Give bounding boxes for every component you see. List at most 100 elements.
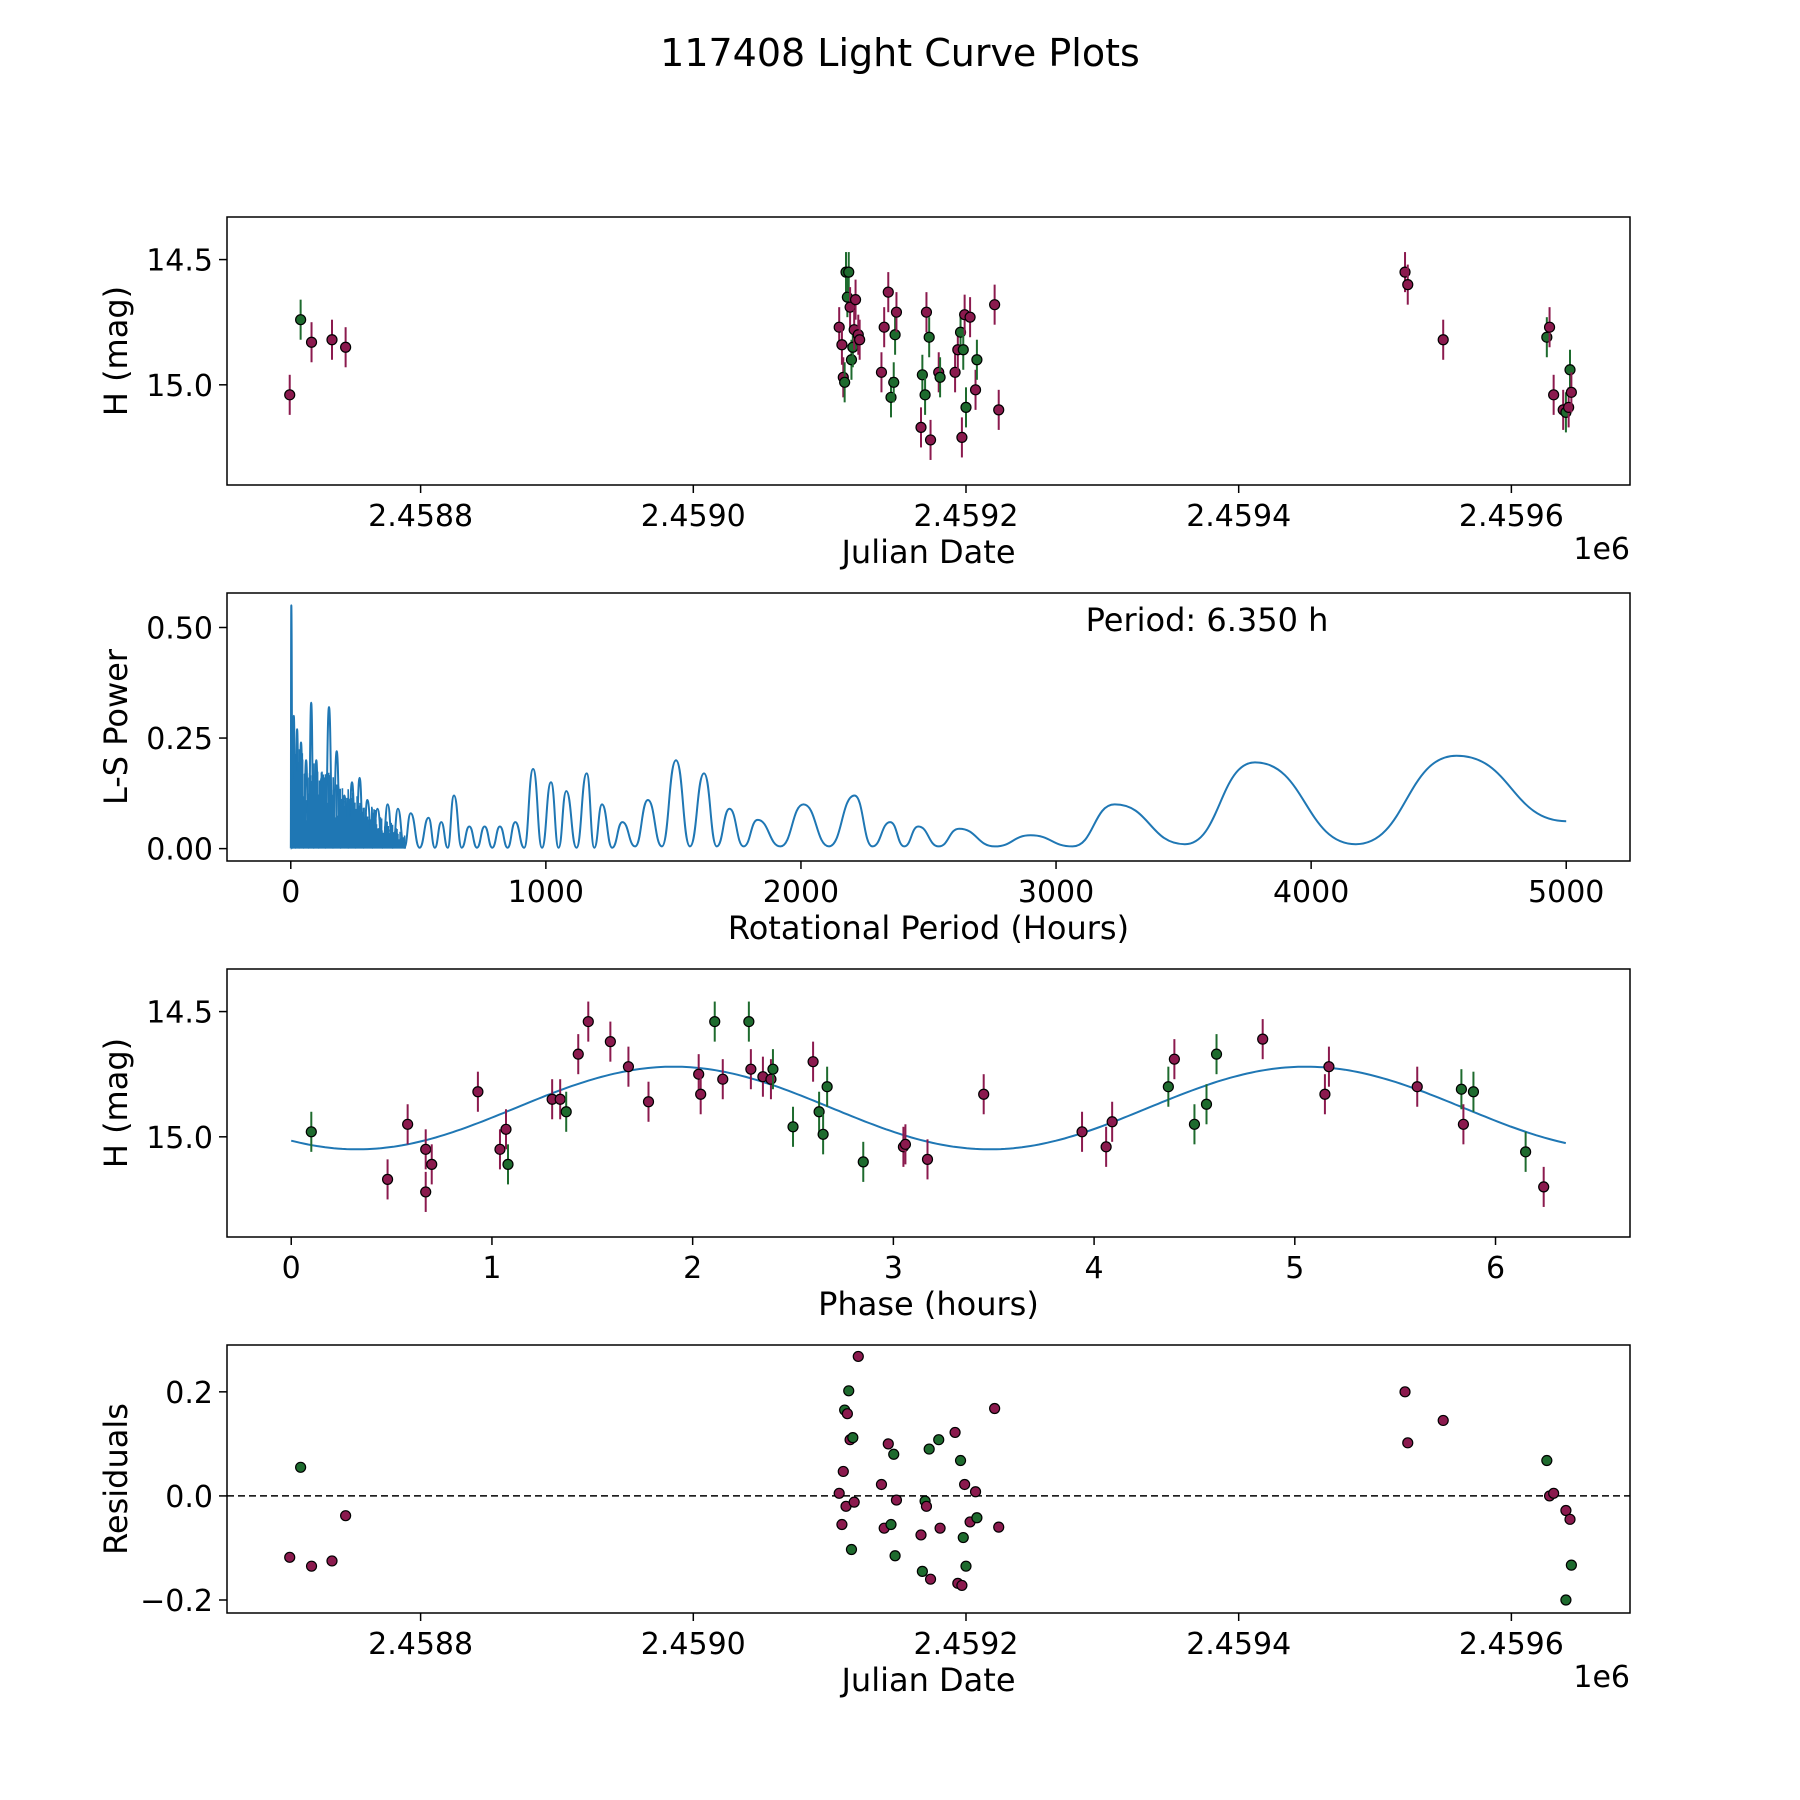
residuals-point	[1399, 1386, 1411, 1398]
phased-point	[693, 1068, 705, 1080]
residuals-point	[1564, 1513, 1576, 1525]
phased-point	[787, 1121, 799, 1133]
periodogram-xtick-label: 5000	[1528, 875, 1604, 910]
lightcurve-point	[971, 354, 983, 366]
residuals-point	[920, 1500, 933, 1512]
phased-xtick-label: 0	[282, 1251, 301, 1286]
residuals-point	[993, 1521, 1005, 1533]
residuals-ylabel: Residuals	[97, 1403, 135, 1555]
phased-xtick-label: 2	[683, 1251, 702, 1286]
periodogram-plot-area	[289, 604, 1567, 850]
phased-point	[1076, 1126, 1088, 1138]
residuals-point	[885, 1518, 897, 1531]
phased-xtick-label: 4	[1085, 1251, 1104, 1286]
lightcurve-point	[960, 401, 972, 413]
residuals-point	[1565, 1559, 1577, 1571]
phased-point	[1319, 1088, 1331, 1100]
phased-point	[745, 1063, 757, 1075]
residuals-point	[1560, 1594, 1572, 1606]
residuals-point	[843, 1385, 855, 1397]
lightcurve-ytick-label: 14.5	[146, 244, 213, 279]
lightcurve-point	[1548, 389, 1560, 401]
residuals-point	[284, 1551, 296, 1563]
lightcurve-point	[924, 434, 937, 446]
phased-point	[717, 1073, 729, 1085]
phased-point	[420, 1143, 432, 1155]
phased-point	[1162, 1081, 1174, 1093]
phased-point	[857, 1156, 869, 1168]
periodogram-ytick-label: 0.00	[146, 833, 213, 868]
lightcurve-point	[915, 421, 927, 433]
residuals-point	[959, 1478, 971, 1491]
lightcurve-point	[326, 334, 338, 346]
lightcurve-point	[920, 306, 933, 318]
figure-title: 117408 Light Curve Plots	[660, 31, 1140, 75]
phased-point	[572, 1048, 584, 1060]
phased-point	[1457, 1118, 1470, 1130]
residuals-plot-area	[227, 1350, 1630, 1606]
lightcurve-point	[923, 331, 935, 343]
phased-point	[695, 1088, 707, 1100]
periodogram-xtick-label: 2000	[763, 875, 839, 910]
residuals-xtick-label: 2.4596	[1459, 1627, 1564, 1662]
residuals-point	[960, 1560, 972, 1572]
phased-point	[1467, 1086, 1480, 1098]
phased-point	[622, 1061, 635, 1073]
lightcurve-point	[1564, 364, 1576, 376]
residuals-xlabel: Julian Date	[839, 1661, 1015, 1699]
residuals-point	[882, 1438, 894, 1450]
lightcurve-point	[839, 376, 851, 388]
panel-residuals: 2.4588 2.4590 2.4592 2.4594 2.4596 −0.2 0.0 0.2…	[97, 1344, 1631, 1699]
phased-point	[426, 1158, 438, 1170]
phased-point	[582, 1015, 594, 1028]
periodogram-xlabel: Rotational Period (Hours)	[728, 909, 1129, 947]
phased-xtick-label: 5	[1285, 1251, 1304, 1286]
periodogram-xtick-label: 4000	[1273, 875, 1349, 910]
phased-ylabel: H (mag)	[97, 1038, 135, 1168]
phased-xlabel: Phase (hours)	[818, 1285, 1039, 1323]
lightcurve-point	[845, 354, 858, 366]
residuals-point	[326, 1555, 338, 1567]
lightcurve-frame	[226, 216, 1631, 486]
phased-point	[817, 1128, 829, 1140]
residuals-point	[924, 1573, 937, 1585]
residuals-point	[916, 1565, 928, 1577]
lightcurve-ylabel: H (mag)	[97, 286, 135, 416]
residuals-point	[837, 1465, 849, 1478]
residuals-x-offset-label: 1e6	[1573, 1660, 1630, 1695]
residuals-point	[847, 1432, 859, 1444]
phased-point	[1188, 1118, 1201, 1130]
lightcurve-point	[949, 366, 961, 378]
residuals-frame	[226, 1344, 1631, 1614]
phased-ytick-label: 14.5	[146, 996, 213, 1031]
lightcurve-ytick-label: 15.0	[146, 369, 213, 404]
residuals-point	[969, 1486, 982, 1498]
phased-point	[1200, 1098, 1213, 1110]
residuals-point	[295, 1461, 307, 1473]
panel-lightcurve: 2.4588 2.4590 2.4592 2.4594 2.4596 14.5 15.0 Ju…	[97, 216, 1631, 571]
periodogram-xtick-label: 0	[281, 875, 300, 910]
lightcurve-point	[890, 306, 903, 318]
residuals-point	[933, 1434, 945, 1446]
lightcurve-xtick-label: 2.4596	[1459, 499, 1564, 534]
residuals-point	[1437, 1414, 1449, 1427]
lightcurve-xtick-label: 2.4594	[1186, 499, 1291, 534]
periodogram-ylabel: L-S Power	[97, 648, 135, 805]
residuals-point	[923, 1443, 935, 1455]
phased-point	[560, 1106, 572, 1118]
phased-xtick-label: 3	[884, 1251, 903, 1286]
periodogram-xtick-label: 3000	[1018, 875, 1094, 910]
periodogram-frame	[226, 592, 1631, 862]
phased-point	[813, 1106, 825, 1118]
residuals-ytick-label: 0.2	[165, 1376, 213, 1411]
phased-point	[1323, 1061, 1335, 1073]
residuals-point	[949, 1426, 961, 1439]
residuals-point	[841, 1408, 853, 1420]
lightcurve-point	[919, 389, 931, 401]
residuals-point	[888, 1448, 900, 1460]
periodogram-xtick-label: 1000	[508, 875, 584, 910]
residuals-point	[889, 1550, 901, 1562]
phased-point	[472, 1086, 484, 1098]
lightcurve-point	[854, 334, 866, 346]
